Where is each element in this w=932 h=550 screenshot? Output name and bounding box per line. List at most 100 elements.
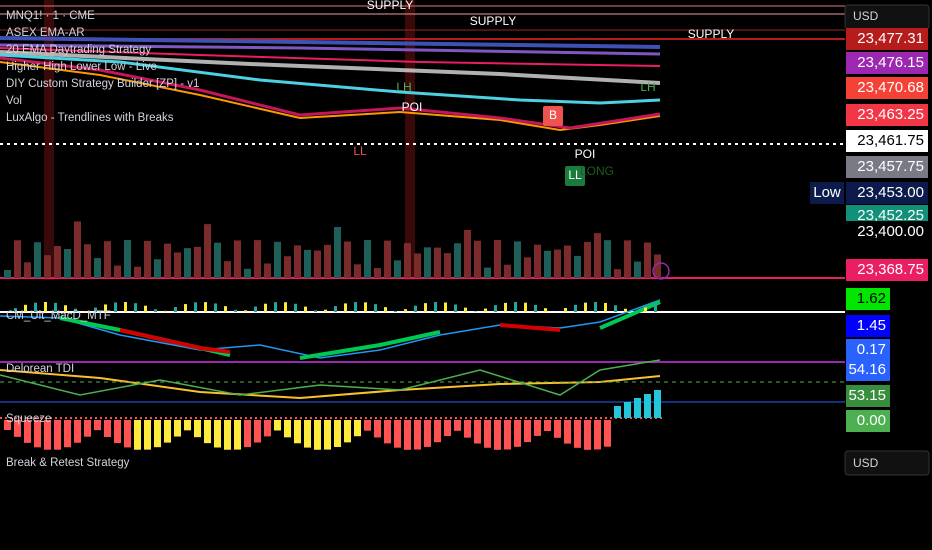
squeeze-bar [594, 420, 601, 450]
price-label-bg [846, 28, 928, 50]
volume-bar [594, 233, 601, 278]
squeeze-bar [454, 420, 461, 431]
volume-bar [14, 240, 21, 278]
pane-value: 0.17 [857, 341, 886, 358]
volume-bar [554, 249, 561, 278]
squeeze-bar [654, 390, 661, 418]
squeeze-bar [324, 420, 331, 450]
squeeze-bar [384, 420, 391, 444]
pane-label: Delorean TDI [6, 363, 74, 375]
pane-value: 53.15 [848, 387, 886, 404]
price-label-bg [846, 259, 928, 281]
volume-bar [644, 242, 651, 278]
symbol: MNQ1! · 1 · CME [6, 10, 95, 22]
macd-hist [524, 302, 527, 312]
squeeze-bar [134, 420, 141, 450]
macd-hist [184, 304, 187, 312]
macd-hist [484, 308, 487, 312]
annotation: LL [353, 144, 367, 158]
macd-hist [164, 310, 167, 312]
volume-bar [124, 240, 131, 278]
macd-hist [364, 302, 367, 312]
squeeze-bar [274, 420, 281, 431]
squeeze-bar [114, 420, 121, 444]
macd-hist [114, 302, 117, 312]
volume-bar [574, 255, 581, 278]
macd-hist [304, 306, 307, 312]
ema-line [0, 56, 661, 130]
session-highlight [405, 0, 415, 280]
pane-label-bg [846, 315, 890, 337]
annotation: LONG [580, 164, 614, 178]
squeeze-bar [264, 420, 271, 437]
squeeze-bar [574, 420, 581, 448]
macd-hist [224, 306, 227, 312]
price-label-bg [846, 52, 928, 74]
squeeze-bar [104, 420, 111, 438]
volume-bar [134, 266, 141, 278]
currency-box[interactable] [844, 450, 930, 476]
squeeze-bar [604, 420, 611, 447]
volume-bar [634, 261, 641, 278]
volume-bar [314, 250, 321, 278]
macd-hist [174, 307, 177, 312]
price-label: 23,463.25 [857, 106, 924, 123]
pane-label-bg [846, 339, 890, 361]
squeeze-bar [474, 420, 481, 444]
macd-hist [574, 304, 577, 312]
squeeze-bar [644, 394, 651, 418]
annotation-badge [565, 166, 585, 186]
squeeze-bar [444, 420, 451, 437]
price-label-bg [846, 182, 928, 204]
squeeze-bar [174, 420, 181, 437]
alert-icon[interactable] [652, 262, 670, 280]
squeeze-bar [284, 420, 291, 438]
indicator-label: 20 EMA Daytrading Strategy [6, 44, 151, 56]
volume-bar [224, 261, 231, 278]
annotation: LH [396, 80, 411, 94]
ema-line [0, 53, 661, 105]
pane-label-bg [846, 410, 890, 432]
volume-bar [404, 243, 411, 278]
pane-label-bg [846, 385, 890, 407]
squeeze-bar [344, 420, 351, 443]
squeeze-bar [554, 420, 561, 438]
squeeze-bar [234, 420, 241, 450]
volume-bar [294, 245, 301, 278]
squeeze-bar [154, 420, 161, 448]
squeeze-bar [34, 420, 41, 448]
volume-bar [34, 242, 41, 278]
macd-hist [44, 302, 47, 312]
squeeze-bar [54, 420, 61, 450]
squeeze-bar [144, 420, 151, 450]
volume-bar [464, 230, 471, 278]
volume-bar [334, 226, 341, 278]
annotation: SUPPLY [470, 14, 516, 28]
annotation: POI [402, 100, 423, 114]
squeeze-bar [304, 420, 311, 448]
low-badge: Low [813, 184, 841, 201]
macd-hist [534, 304, 537, 312]
tdi-line [0, 369, 661, 400]
volume-bar [274, 241, 281, 278]
price-label: 23,461.75 [857, 132, 924, 149]
macd-hist [244, 310, 247, 312]
currency[interactable]: USD [853, 456, 879, 470]
price-label: 23,453.00 [857, 184, 924, 201]
price-label: 23,400.00 [857, 223, 924, 240]
volume-bar [504, 264, 511, 278]
macd-hist [214, 303, 217, 312]
volume-bar [484, 267, 491, 278]
currency[interactable]: USD [853, 9, 879, 23]
macd-hist [634, 311, 637, 312]
macd-hist [234, 309, 237, 312]
volume-bar [494, 240, 501, 278]
pane-value: 1.62 [857, 290, 886, 307]
volume-bar [374, 267, 381, 278]
volume-bar [564, 245, 571, 278]
macd-hist [334, 306, 337, 312]
price-label-bg [846, 77, 928, 99]
volume-bar [244, 268, 251, 278]
price-label-bg [846, 221, 928, 243]
squeeze-bar [354, 420, 361, 437]
